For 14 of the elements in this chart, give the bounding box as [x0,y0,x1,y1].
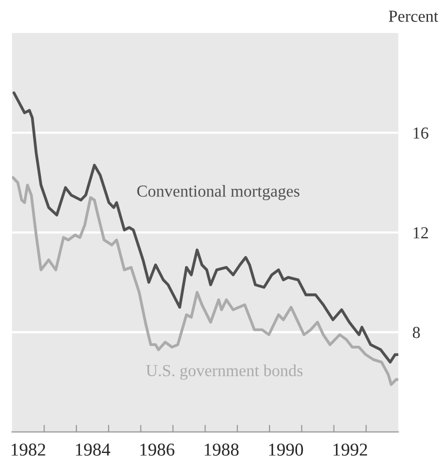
series-label: Conventional mortgages [137,185,300,200]
y-tick-label: 16 [414,128,428,139]
x-tick-label: 1988 [204,444,239,456]
x-tick-label: 1990 [269,444,303,456]
series-label: U.S. government bonds [146,364,303,380]
x-tick-label: 1984 [76,444,110,456]
y-axis-title: Percent [388,10,438,22]
line-series [12,176,398,386]
y-tick-label: 12 [414,227,428,238]
line-series [12,91,398,364]
x-tick-label: 1982 [12,444,46,456]
x-tick-label: 1986 [140,444,174,456]
y-tick-label: 8 [412,326,420,338]
x-tick-label: 1992 [334,444,368,456]
